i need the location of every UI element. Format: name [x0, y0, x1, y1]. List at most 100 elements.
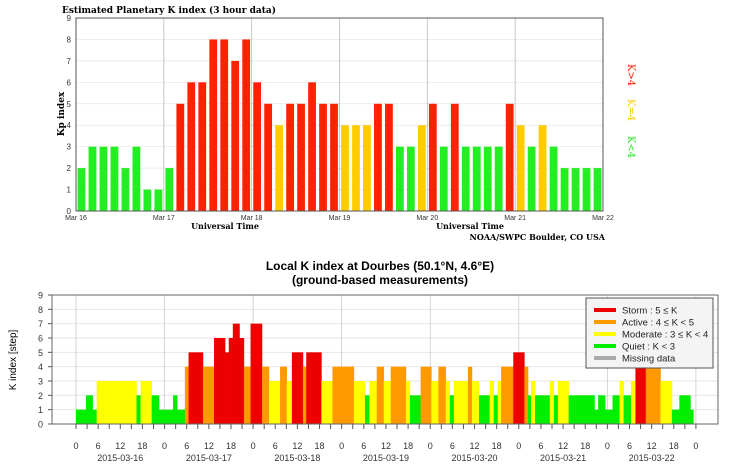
kp-bar	[352, 125, 360, 211]
x-tick-label: 6	[273, 441, 278, 451]
kp-bar	[143, 189, 152, 211]
k-bar	[188, 352, 204, 424]
k-bar	[302, 366, 307, 424]
kp-bar	[483, 146, 492, 211]
kp-bar	[121, 168, 130, 211]
k-bar	[449, 395, 455, 424]
k-bar	[420, 366, 432, 424]
k-bar	[390, 366, 407, 424]
x-tick-label: 18	[580, 441, 590, 451]
kp-bar	[527, 146, 536, 211]
x-tick-label: Mar 22	[592, 215, 614, 222]
y-tick-label: 8	[38, 305, 43, 315]
k-bar	[76, 409, 87, 424]
kp-bar	[417, 125, 426, 211]
x-tick-label: Mar 17	[153, 215, 175, 222]
k-bar	[612, 395, 620, 424]
k-bar	[605, 409, 613, 424]
k-bar	[184, 366, 189, 424]
x-tick-label: Mar 18	[241, 215, 263, 222]
kp-bar	[297, 103, 305, 211]
k-bar	[501, 366, 514, 424]
y-tick-label: 7	[38, 319, 43, 329]
k-bar	[232, 323, 240, 424]
x-tick-label: 12	[292, 441, 302, 451]
k-bar	[489, 381, 495, 424]
y-tick-label: 4	[67, 121, 72, 130]
k-bar	[530, 381, 536, 424]
kp-bar	[209, 39, 218, 211]
kp-bar	[472, 146, 481, 211]
kp-bar	[110, 146, 119, 211]
k-bar	[438, 366, 447, 424]
y-tick-label: 7	[67, 57, 72, 66]
legend-label: K=4	[625, 99, 636, 121]
date-label: 2015-03-19	[363, 453, 409, 463]
k-bar	[528, 395, 532, 424]
legend-label: Active : 4 ≤ K < 5	[622, 318, 694, 329]
y-tick-label: 6	[67, 78, 72, 87]
legend-label: Quiet : K < 3	[622, 342, 675, 353]
k-bar	[630, 381, 636, 424]
kp-bar	[88, 146, 97, 211]
x-tick-label: 6	[627, 441, 632, 451]
x-tick-label: 12	[470, 441, 480, 451]
kp-bar	[264, 103, 273, 211]
k-bar	[159, 409, 174, 424]
kp-bar	[461, 146, 470, 211]
k-bar	[405, 381, 411, 424]
k-bar	[557, 381, 569, 424]
x-tick-label: 18	[137, 441, 147, 451]
kp-bar	[231, 60, 240, 212]
y-tick-label: 6	[38, 334, 43, 344]
k-bar	[445, 381, 451, 424]
kp-bar	[406, 146, 415, 211]
x-tick-label: 6	[450, 441, 455, 451]
bottom-chart-title: Local K index at Dourbes (50.1°N, 4.6°E)	[266, 259, 494, 273]
date-label: 2015-03-20	[451, 453, 497, 463]
kp-bar	[385, 103, 393, 211]
local-k-chart: Local K index at Dourbes (50.1°N, 4.6°E)…	[8, 259, 719, 463]
x-tick-label: 0	[428, 441, 433, 451]
y-tick-label: 9	[38, 291, 43, 301]
y-tick-label: 1	[67, 186, 72, 195]
y-tick-label: 2	[38, 391, 43, 401]
legend-label: Missing data	[622, 354, 676, 365]
k-bar	[635, 352, 647, 424]
k-bar	[671, 409, 680, 424]
kp-bar	[165, 168, 174, 211]
x-tick-label: Mar 19	[329, 215, 351, 222]
kp-bar	[538, 125, 547, 211]
x-tick-label: 12	[558, 441, 568, 451]
date-label: 2015-03-17	[186, 453, 232, 463]
kp-bar	[132, 146, 141, 211]
kp-bar	[187, 82, 196, 211]
x-tick-label: 0	[251, 441, 256, 451]
k-bar	[376, 366, 385, 424]
k-bar	[306, 352, 322, 424]
k-bar	[177, 409, 186, 424]
k-bar	[332, 366, 355, 424]
legend-label: K<4	[625, 136, 636, 158]
x-tick-label: 0	[162, 441, 167, 451]
credit-text: NOAA/SWPC Boulder, CO USA	[470, 232, 606, 242]
k-bar	[598, 395, 606, 424]
kp-bar	[253, 82, 262, 211]
y-tick-label: 0	[67, 207, 72, 216]
kp-bar	[439, 146, 448, 211]
top-x-axis-label: Universal Time	[191, 221, 259, 231]
y-tick-label: 4	[38, 362, 43, 372]
k-bar	[202, 366, 215, 424]
kp-bar	[505, 103, 514, 211]
kp-bar	[516, 125, 525, 211]
k-bar	[96, 381, 137, 424]
k-bar	[568, 395, 595, 424]
k-bar	[268, 381, 281, 424]
k-bar	[214, 338, 226, 424]
legend-label: Storm : 5 ≤ K	[622, 306, 678, 317]
k-bar	[690, 409, 694, 424]
kp-bar	[330, 103, 338, 211]
date-label: 2015-03-21	[540, 453, 586, 463]
y-tick-label: 3	[38, 377, 43, 387]
